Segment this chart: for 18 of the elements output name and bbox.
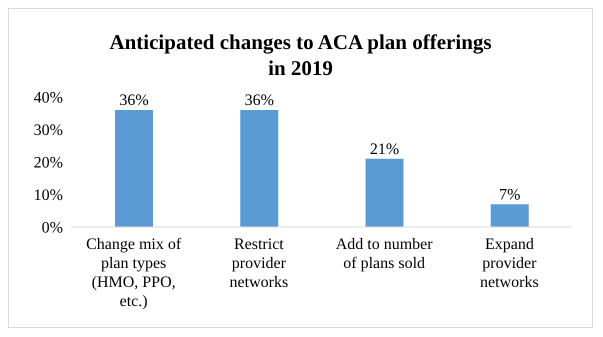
x-tick-label: Expand provider networks [480,236,539,291]
bar [490,204,529,227]
data-label: 7% [499,186,520,204]
data-label: 21% [370,140,400,158]
chart-title: Anticipated changes to ACA plan offerings in 2019 [108,29,493,81]
x-tick-label: Change mix of plan types (HMO, PPO, etc.) [86,236,182,310]
bar [115,110,153,227]
y-tick-label: 10% [34,187,63,204]
y-tick-label: 20% [34,154,63,172]
x-tick-label: Restrict provider networks [230,236,288,291]
y-tick-label: 30% [34,122,63,140]
x-tick-label: Add to number of plans sold [336,236,434,272]
data-label: 36% [244,92,274,109]
y-tick-label: 0% [42,220,63,237]
bar [240,110,278,227]
y-tick-label: 40% [34,90,63,107]
data-label: 36% [119,92,149,109]
bar [366,158,404,227]
